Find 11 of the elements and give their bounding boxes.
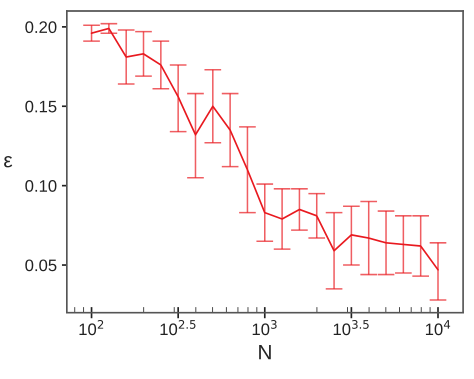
y-axis-title: ε: [4, 156, 12, 168]
y-tick-label: 0.15: [25, 100, 56, 112]
y-tick-label: 0.20: [25, 21, 56, 34]
y-tick-label: 0.05: [25, 259, 56, 272]
x-tick-label: 10$^{2}$: [79, 320, 104, 336]
x-tick-label: 10$^{4}$: [426, 320, 450, 336]
y-tick-label: 0.10: [25, 180, 56, 192]
x-tick-label: 10$^{3}$: [252, 320, 277, 336]
x-axis-title: N: [259, 344, 271, 360]
x-tick-label: 10$^{2.5}$: [160, 320, 196, 336]
x-tick-label: 10$^{3.5}$: [334, 320, 369, 336]
